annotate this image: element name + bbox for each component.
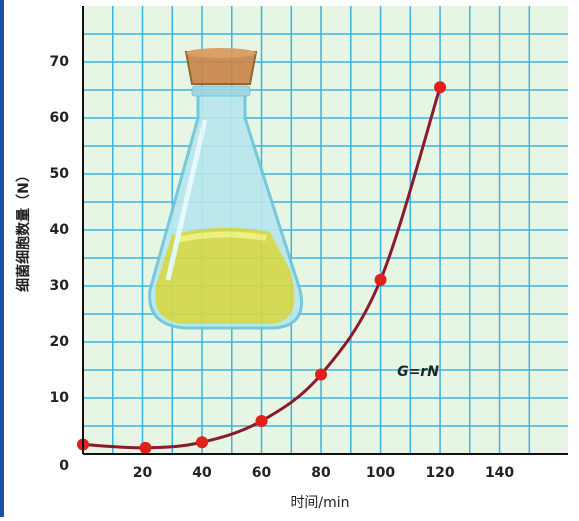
data-point — [256, 415, 268, 427]
x-tick-label: 140 — [485, 465, 514, 481]
data-point — [196, 436, 208, 448]
data-point — [139, 442, 151, 454]
x-tick-label: 20 — [133, 465, 153, 481]
y-tick-label: 10 — [50, 390, 70, 406]
y-tick-label: 30 — [50, 278, 70, 294]
y-tick-label: 20 — [50, 334, 70, 350]
x-tick-label: 100 — [366, 465, 395, 481]
y-tick-label: 0 — [59, 458, 69, 474]
data-point — [315, 368, 327, 380]
left-border — [0, 0, 4, 517]
y-tick-label: 40 — [50, 222, 70, 238]
y-tick-label: 60 — [50, 110, 70, 126]
data-point — [375, 274, 387, 286]
y-axis-label: 细菌细胞数量（N） — [15, 168, 32, 292]
annotation: G=rN — [397, 364, 439, 380]
y-tick-label: 70 — [50, 54, 70, 70]
x-tick-label: 80 — [311, 465, 331, 481]
x-tick-label: 120 — [425, 465, 454, 481]
y-tick-label: 50 — [50, 166, 70, 182]
x-tick-label: 60 — [252, 465, 272, 481]
x-axis-label: 时间/min — [290, 495, 349, 511]
chart: G=rN 时间/min 细菌细胞数量（N） 0 10 20 30 40 50 60 70 20 4… — [0, 0, 579, 517]
data-point — [434, 81, 446, 93]
x-tick-label: 40 — [192, 465, 212, 481]
